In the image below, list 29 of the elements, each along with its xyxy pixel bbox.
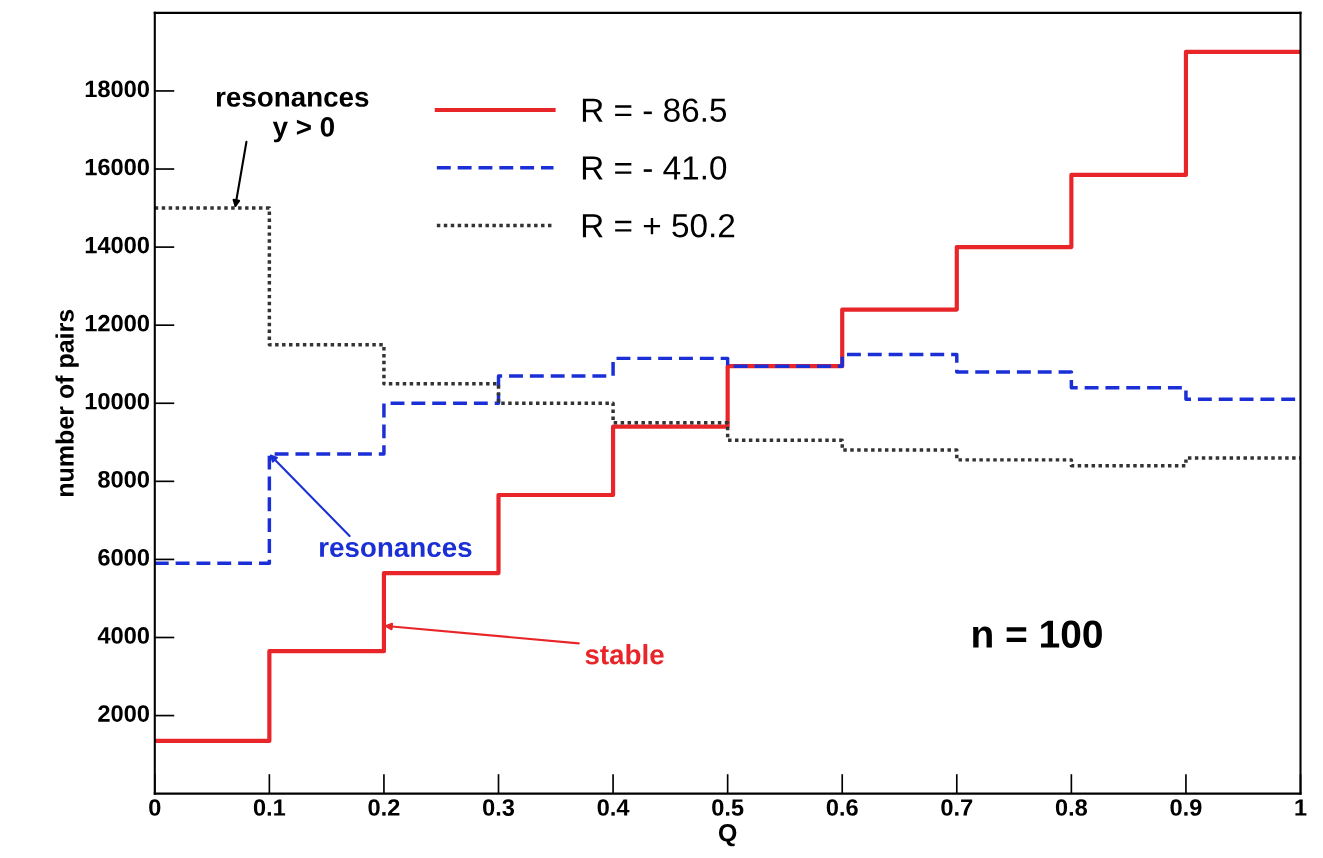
x-tick-label: 0.8 [1055, 799, 1088, 816]
legend-label: R = - 86.5 [582, 98, 727, 123]
y-tick-label: 12000 [85, 314, 149, 332]
y-tick-label: 4000 [97, 627, 149, 644]
y-tick-label: 10000 [85, 392, 149, 410]
legend-label: R = - 41.0 [582, 156, 727, 180]
x-tick-label: 0.3 [483, 799, 515, 816]
x-tick-label: 0.6 [826, 799, 858, 816]
legend-label: R = + 50.2 [582, 213, 735, 238]
y-tick-label: 14000 [85, 236, 149, 254]
x-tick-label: 0 [149, 799, 161, 816]
annotation: stable [585, 644, 664, 665]
y-tick-label: 16000 [85, 158, 149, 176]
annotation: resonances [320, 541, 472, 558]
annotation: resonances y > 0 [216, 91, 369, 143]
y-axis-title: number of pairs [55, 309, 79, 497]
x-tick-label: 0.1 [253, 799, 286, 816]
y-tick-label: 2000 [98, 705, 149, 722]
y-tick-label: 6000 [98, 549, 149, 566]
x-axis-title: Q [718, 823, 737, 847]
x-tick-label: 0.5 [712, 799, 744, 816]
x-tick-label: 1 [1295, 799, 1307, 816]
y-tick-label: 8000 [98, 470, 149, 488]
y-tick-label: 18000 [85, 80, 149, 98]
annotation: n = 100 [973, 620, 1102, 648]
x-tick-label: 0.7 [941, 799, 973, 816]
x-tick-label: 0.4 [597, 799, 630, 816]
x-tick-label: 0.2 [368, 799, 400, 816]
x-tick-label: 0.9 [1170, 799, 1202, 816]
